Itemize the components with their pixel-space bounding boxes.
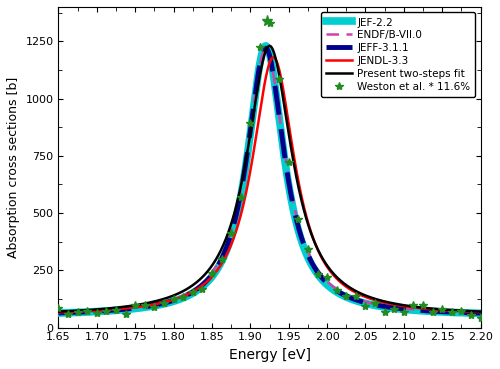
JEFF-3.1.1	[362, 300, 368, 305]
Weston et al. * 11.6%	[180, 295, 186, 300]
Weston et al. * 11.6%	[314, 272, 320, 276]
Weston et al. * 11.6%	[113, 308, 119, 312]
Weston et al. * 11.6%	[161, 301, 167, 306]
Weston et al. * 11.6%	[190, 290, 196, 294]
Weston et al. * 11.6%	[238, 195, 244, 199]
Weston et al. * 11.6%	[305, 246, 311, 251]
Present two-steps fit	[256, 78, 262, 82]
Weston et al. * 11.6%	[324, 275, 330, 279]
Weston et al. * 11.6%	[65, 311, 71, 316]
Weston et al. * 11.6%	[468, 313, 474, 317]
Weston et al. * 11.6%	[94, 311, 100, 315]
JEF-2.2	[233, 218, 239, 222]
X-axis label: Energy [eV]: Energy [eV]	[228, 348, 310, 362]
Weston et al. * 11.6%	[122, 311, 128, 316]
JENDL-3.3	[256, 115, 262, 120]
Weston et al. * 11.6%	[392, 307, 398, 311]
JEFF-3.1.1	[444, 310, 450, 314]
Weston et al. * 11.6%	[382, 309, 388, 314]
JENDL-3.3	[464, 309, 470, 314]
Weston et al. * 11.6%	[439, 307, 445, 311]
ENDF/B-VII.0	[56, 310, 62, 315]
Weston et al. * 11.6%	[266, 20, 272, 25]
Weston et al. * 11.6%	[449, 310, 455, 315]
Present two-steps fit	[233, 206, 239, 210]
Weston et al. * 11.6%	[200, 287, 205, 291]
Weston et al. * 11.6%	[344, 294, 349, 299]
Weston et al. * 11.6%	[372, 300, 378, 305]
Weston et al. * 11.6%	[286, 160, 292, 165]
Weston et al. * 11.6%	[353, 293, 359, 298]
Weston et al. * 11.6%	[248, 120, 254, 125]
ENDF/B-VII.0	[233, 210, 239, 215]
JENDL-3.3	[362, 294, 368, 299]
Weston et al. * 11.6%	[478, 315, 484, 320]
Weston et al. * 11.6%	[430, 310, 436, 314]
ENDF/B-VII.0	[256, 66, 262, 71]
ENDF/B-VII.0	[362, 300, 368, 304]
JEFF-3.1.1	[256, 67, 262, 71]
Line: JENDL-3.3: JENDL-3.3	[58, 57, 480, 313]
JENDL-3.3	[56, 310, 62, 315]
Present two-steps fit	[362, 293, 368, 297]
JENDL-3.3	[233, 230, 239, 234]
Weston et al. * 11.6%	[228, 231, 234, 235]
Present two-steps fit	[56, 310, 62, 314]
Weston et al. * 11.6%	[56, 306, 62, 310]
Weston et al. * 11.6%	[334, 287, 340, 292]
ENDF/B-VII.0	[236, 195, 242, 199]
JEF-2.2	[362, 301, 368, 306]
Weston et al. * 11.6%	[420, 303, 426, 308]
Legend: JEF-2.2, ENDF/B-VII.0, JEFF-3.1.1, JENDL-3.3, Present two-steps fit, Weston et a: JEF-2.2, ENDF/B-VII.0, JEFF-3.1.1, JENDL…	[320, 12, 476, 97]
Present two-steps fit	[236, 192, 242, 196]
Weston et al. * 11.6%	[152, 304, 158, 309]
JENDL-3.3	[478, 310, 484, 314]
Present two-steps fit	[266, 44, 272, 48]
JEFF-3.1.1	[478, 311, 484, 315]
JENDL-3.3	[236, 219, 242, 223]
ENDF/B-VII.0	[478, 311, 484, 315]
Weston et al. * 11.6%	[218, 256, 224, 261]
ENDF/B-VII.0	[464, 310, 470, 315]
Weston et al. * 11.6%	[142, 303, 148, 307]
ENDF/B-VII.0	[444, 310, 450, 314]
Weston et al. * 11.6%	[362, 304, 368, 308]
JEFF-3.1.1	[262, 46, 268, 51]
JEF-2.2	[256, 66, 262, 70]
JENDL-3.3	[444, 308, 450, 313]
Present two-steps fit	[464, 309, 470, 313]
JEF-2.2	[56, 311, 62, 315]
Weston et al. * 11.6%	[410, 303, 416, 308]
Weston et al. * 11.6%	[296, 217, 302, 221]
JENDL-3.3	[270, 55, 276, 59]
Line: ENDF/B-VII.0: ENDF/B-VII.0	[58, 49, 480, 313]
JEFF-3.1.1	[56, 311, 62, 315]
Weston et al. * 11.6%	[401, 310, 407, 314]
Line: Weston et al. * 11.6%: Weston et al. * 11.6%	[54, 18, 485, 322]
Line: JEF-2.2: JEF-2.2	[58, 46, 480, 313]
JEF-2.2	[478, 311, 484, 315]
Weston et al. * 11.6%	[458, 308, 464, 313]
JEF-2.2	[236, 202, 242, 207]
JEFF-3.1.1	[236, 199, 242, 203]
Present two-steps fit	[444, 307, 450, 312]
Present two-steps fit	[478, 310, 484, 314]
Y-axis label: Absorption cross sections [b]: Absorption cross sections [b]	[7, 77, 20, 258]
Line: Present two-steps fit: Present two-steps fit	[58, 46, 480, 312]
JEF-2.2	[262, 44, 268, 48]
Weston et al. * 11.6%	[209, 271, 215, 275]
Weston et al. * 11.6%	[132, 303, 138, 307]
Weston et al. * 11.6%	[257, 45, 263, 49]
Weston et al. * 11.6%	[170, 297, 176, 301]
JEF-2.2	[444, 310, 450, 314]
JEFF-3.1.1	[464, 311, 470, 315]
Weston et al. * 11.6%	[276, 77, 282, 81]
JEFF-3.1.1	[233, 214, 239, 218]
Weston et al. * 11.6%	[84, 308, 90, 313]
Weston et al. * 11.6%	[104, 308, 110, 313]
ENDF/B-VII.0	[262, 47, 268, 52]
Weston et al. * 11.6%	[74, 310, 80, 314]
Line: JEFF-3.1.1: JEFF-3.1.1	[58, 48, 480, 313]
JEF-2.2	[464, 311, 470, 315]
